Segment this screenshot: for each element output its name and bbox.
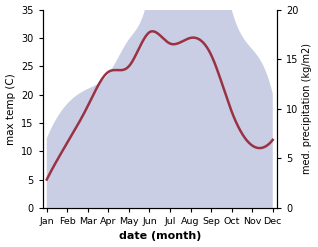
X-axis label: date (month): date (month): [119, 231, 201, 242]
Y-axis label: med. precipitation (kg/m2): med. precipitation (kg/m2): [302, 43, 313, 174]
Y-axis label: max temp (C): max temp (C): [5, 73, 16, 144]
